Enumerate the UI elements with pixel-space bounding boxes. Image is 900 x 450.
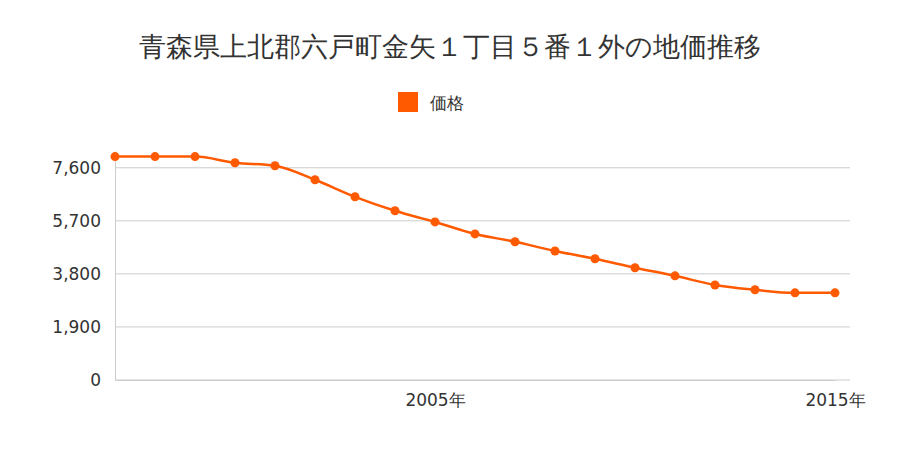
point bbox=[271, 161, 280, 170]
point bbox=[631, 263, 640, 272]
legend: 価格 bbox=[398, 92, 464, 113]
y-axis-line bbox=[115, 152, 116, 381]
y-axis: 0 1,900 3,800 5,700 7,600 bbox=[52, 152, 115, 390]
point bbox=[831, 288, 840, 297]
point bbox=[711, 281, 720, 290]
title: 青森県上北郡六戸町金矢１丁目５番１外の地価推移 bbox=[139, 31, 761, 62]
grid-line bbox=[115, 273, 850, 274]
point bbox=[591, 254, 600, 263]
point bbox=[391, 206, 400, 215]
x-axis-line bbox=[116, 380, 836, 381]
chart: 青森県上北郡六戸町金矢１丁目５番１外の地価推移価格 0 1,900 3,800 5,70… bbox=[0, 0, 900, 450]
point bbox=[231, 158, 240, 167]
point bbox=[151, 152, 160, 161]
y-tick: 1,900 bbox=[52, 317, 115, 337]
point bbox=[111, 152, 120, 161]
legend-swatch bbox=[398, 92, 418, 112]
point bbox=[311, 175, 320, 184]
y-tick-label: 1,900 bbox=[52, 317, 101, 337]
marks bbox=[111, 152, 840, 297]
grid-line bbox=[115, 380, 850, 381]
point bbox=[511, 237, 520, 246]
grid-line bbox=[115, 220, 850, 221]
y-tick-label: 7,600 bbox=[52, 158, 101, 178]
y-tick-label: 3,800 bbox=[52, 264, 101, 284]
y-tick: 5,700 bbox=[52, 211, 115, 231]
grid-line bbox=[115, 326, 850, 327]
point bbox=[431, 217, 440, 226]
point bbox=[791, 288, 800, 297]
x-tick: 2005年 bbox=[405, 380, 465, 410]
line bbox=[115, 157, 835, 293]
y-tick: 3,800 bbox=[52, 264, 115, 284]
y-tick: 0 bbox=[90, 370, 115, 390]
point bbox=[671, 271, 680, 280]
x-axis: 2005年 2015年 bbox=[116, 380, 866, 410]
y-tick-label: 5,700 bbox=[52, 211, 101, 231]
point bbox=[471, 229, 480, 238]
x-tick-label: 2005年 bbox=[405, 390, 465, 410]
point bbox=[551, 246, 560, 255]
legend-label: 価格 bbox=[430, 93, 464, 113]
y-tick: 7,600 bbox=[52, 158, 115, 178]
point bbox=[351, 192, 360, 201]
point bbox=[191, 152, 200, 161]
plot: 0 1,900 3,800 5,700 7,600 2005年 2015年 bbox=[52, 152, 865, 411]
point bbox=[751, 285, 760, 294]
grid bbox=[115, 168, 850, 380]
y-tick-label: 0 bbox=[90, 370, 101, 390]
x-tick-label: 2015年 bbox=[805, 390, 865, 410]
grid-line bbox=[115, 167, 850, 168]
x-tick: 2015年 bbox=[805, 380, 865, 410]
